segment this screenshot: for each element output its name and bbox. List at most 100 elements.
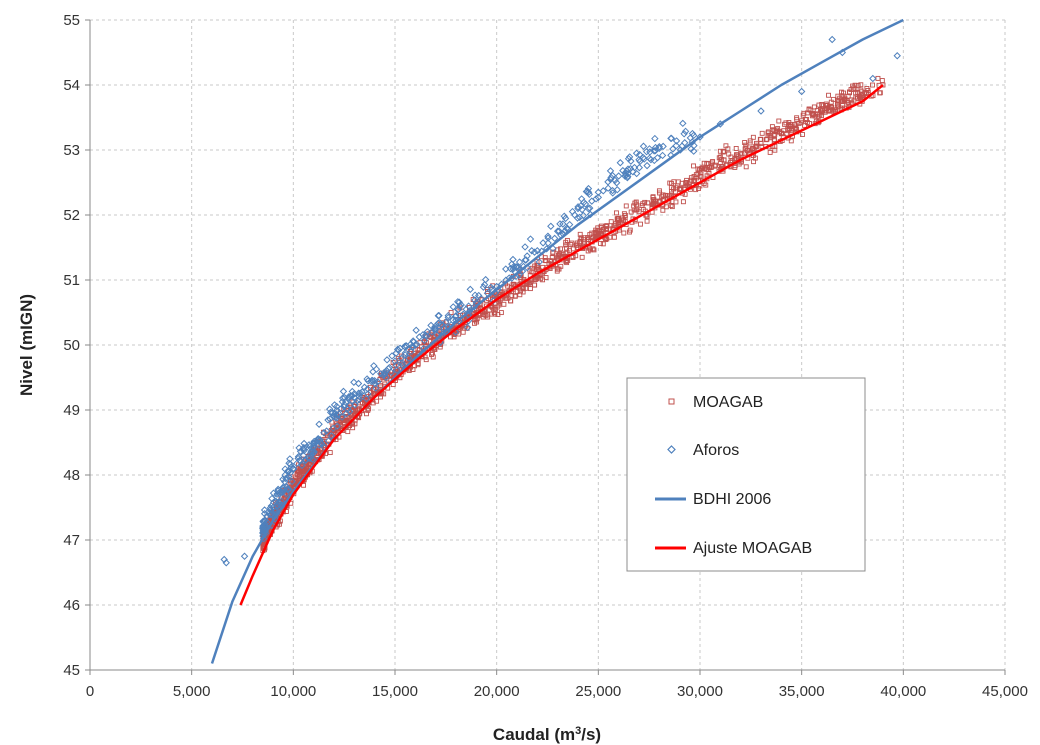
aforos-point [398,359,406,367]
aforos-point [515,258,524,266]
aforos-point [380,368,388,377]
legend-marker-moagab [668,398,675,405]
moagab-point [735,154,741,160]
moagab-point [366,406,372,412]
moagab-point [769,124,775,130]
aforos-point [624,165,632,173]
moagab-point [496,300,502,306]
moagab-point [811,104,817,110]
moagab-point [743,145,749,151]
aforos-point [655,144,664,153]
aforos-point [893,52,901,60]
moagab-point [723,143,729,149]
aforos-point [797,87,806,96]
moagab-point [570,246,576,252]
moagab-point [815,113,821,119]
moagab-point [680,199,686,205]
moagab-point [824,102,829,108]
aforos-point [444,311,452,320]
moagab-point [505,295,511,301]
legend-marker-aforos [667,445,676,454]
moagab-point [698,174,704,180]
aforos-point [285,459,293,467]
moagab-point [814,108,820,114]
aforos-point [658,151,667,160]
aforos-point [579,211,588,220]
moagab-point [563,250,569,256]
axes [85,19,1006,675]
aforos-point [624,154,633,163]
aforos-point [298,461,306,470]
moagab-point [845,93,851,99]
moagab-point [639,202,645,208]
aforos-point [392,361,401,369]
aforos-point [401,343,409,351]
moagab-point [669,204,675,210]
moagab-point [378,394,383,400]
aforos-point [409,343,417,352]
aforos-point [315,420,323,428]
moagab-point [754,140,759,146]
aforos-point [672,137,681,145]
aforos-point [393,345,402,354]
aforos-point [581,200,590,208]
aforos-point [415,333,424,341]
aforos-point [286,469,295,477]
aforos-point [550,234,559,243]
aforos-point [651,134,659,143]
aforos-point [578,205,586,214]
aforos-point [604,184,612,192]
aforos-point [240,552,249,560]
aforos-point [506,264,515,273]
moagab-point [569,240,575,246]
aforos-point [393,366,401,374]
moagab-point [537,276,543,282]
aforos-point [326,405,334,413]
aforos-point [471,296,479,304]
moagab-point [327,450,333,456]
moagab-point [848,97,854,103]
aforos-point [350,393,358,402]
aforos-point [428,328,436,336]
moagab-point [628,209,634,215]
moagab-point [634,207,640,213]
moagab-point [591,247,597,253]
moagab-point [668,202,674,208]
aforos-point [689,147,698,155]
moagab-point [616,216,621,222]
aforos-point [464,302,473,310]
aforos-point [331,413,340,422]
moagab-point [491,310,497,316]
moagab-point [607,226,613,232]
moagab-point [549,255,555,261]
aforos-point [388,352,396,360]
aforos-point [606,175,615,184]
moagab-point [683,180,689,186]
aforos-point [339,387,348,396]
aforos-point [295,444,303,452]
aforos-point [539,239,547,247]
aforos-point [653,154,662,162]
moagab-point [568,242,574,247]
moagab-point [858,82,864,88]
aforos-point [315,441,323,449]
x-tick-label: 35,000 [779,683,825,700]
aforos-point [356,389,365,397]
aforos-point [604,178,612,186]
moagab-point [365,407,371,413]
moagab-point [638,221,643,227]
moagab-point [855,83,861,89]
y-tick-label: 48 [63,467,80,484]
aforos-point [431,326,439,335]
moagab-point [684,177,690,183]
aforos-point [272,506,280,515]
moagab-point [579,254,585,260]
aforos-point [659,142,667,151]
legend-box [626,377,866,572]
aforos-point [679,119,687,128]
moagab-point [721,157,727,163]
aforos-point [288,477,296,486]
series-line-ajuste-moagab [239,84,884,606]
moagab-point [657,190,663,196]
aforos-point [398,361,407,369]
